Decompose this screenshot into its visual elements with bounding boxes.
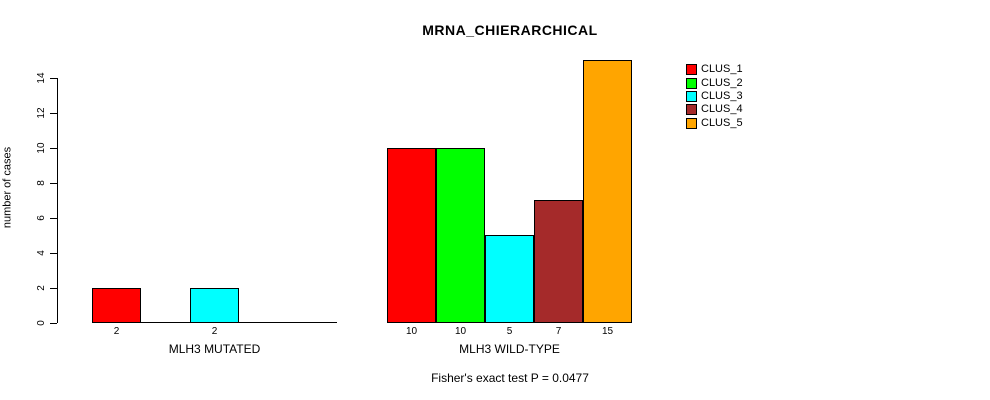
- bar: [92, 288, 141, 323]
- bar: [485, 235, 534, 323]
- annotation-text: Fisher's exact test P = 0.0477: [431, 371, 589, 385]
- y-tick-label: 12: [36, 107, 47, 119]
- chart-title: MRNA_CHIERARCHICAL: [422, 22, 598, 38]
- legend-swatch: [686, 64, 697, 76]
- y-tick-label: 0: [36, 320, 47, 326]
- zero-bar: [141, 322, 190, 323]
- bar-value-label: 10: [405, 326, 418, 337]
- y-axis-title: number of cases: [1, 146, 14, 229]
- legend: CLUS_1 CLUS_2 CLUS_3 CLUS_4 CLUS_5: [686, 63, 743, 130]
- y-tick: [50, 183, 57, 184]
- y-tick-label: 4: [36, 250, 47, 256]
- legend-row: CLUS_1: [686, 63, 743, 76]
- group-label: MLH3 MUTATED: [168, 342, 261, 356]
- bar-value-label: 15: [601, 326, 614, 337]
- legend-label: CLUS_3: [701, 89, 743, 102]
- legend-swatch: [686, 90, 697, 102]
- zero-bar: [239, 322, 288, 323]
- y-tick-label: 8: [36, 180, 47, 186]
- bar-value-label: 7: [555, 326, 562, 337]
- legend-row: CLUS_3: [686, 90, 743, 103]
- bar: [190, 288, 239, 323]
- y-tick-label: 2: [36, 285, 47, 291]
- bar-value-label: 10: [454, 326, 467, 337]
- legend-swatch: [686, 77, 697, 89]
- legend-row: CLUS_5: [686, 117, 743, 130]
- y-tick: [50, 218, 57, 219]
- legend-row: CLUS_4: [686, 103, 743, 116]
- group-label: MLH3 WILD-TYPE: [459, 342, 560, 356]
- legend-swatch: [686, 117, 697, 129]
- y-tick-label: 10: [36, 142, 47, 154]
- legend-swatch: [686, 104, 697, 116]
- legend-label: CLUS_1: [701, 63, 743, 76]
- zero-bar: [288, 322, 337, 323]
- y-axis-line: [57, 78, 58, 323]
- y-tick: [50, 113, 57, 114]
- bar-value-label: 2: [211, 326, 218, 337]
- y-tick-label: 14: [36, 72, 47, 84]
- legend-label: CLUS_4: [701, 103, 743, 116]
- bar: [436, 148, 485, 323]
- y-tick: [50, 288, 57, 289]
- bar-value-label: 5: [506, 326, 513, 337]
- bar: [534, 200, 583, 323]
- legend-label: CLUS_2: [701, 76, 743, 89]
- y-tick: [50, 253, 57, 254]
- y-tick: [50, 148, 57, 149]
- y-tick: [50, 78, 57, 79]
- legend-row: CLUS_2: [686, 76, 743, 89]
- bar: [583, 60, 632, 323]
- legend-label: CLUS_5: [701, 116, 743, 129]
- y-tick-label: 6: [36, 215, 47, 221]
- bar: [387, 148, 436, 323]
- y-tick: [50, 323, 57, 324]
- bar-value-label: 2: [113, 326, 120, 337]
